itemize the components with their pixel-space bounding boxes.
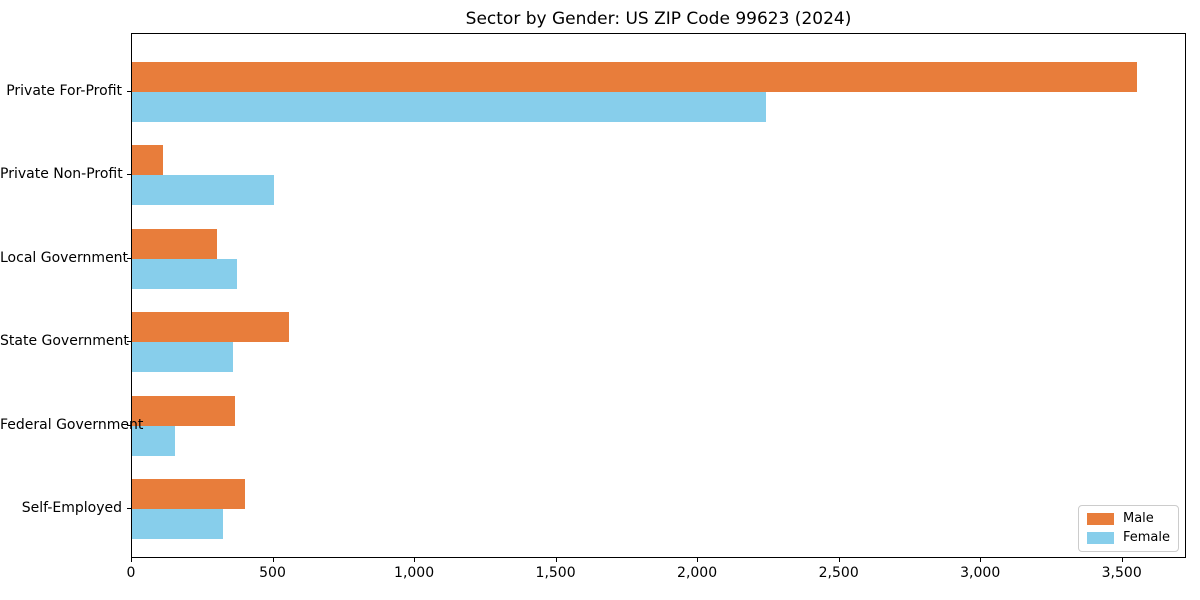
legend-label-male: Male <box>1122 511 1154 526</box>
plot-area <box>131 33 1186 558</box>
legend-item-male: Male <box>1086 511 1170 526</box>
legend-item-female: Female <box>1086 530 1170 545</box>
x-tick-label: 3,500 <box>1101 565 1142 581</box>
bar-female-1 <box>132 175 274 205</box>
x-tick-label: 1,500 <box>535 565 576 581</box>
y-tick-label: State Government <box>0 333 129 349</box>
x-tick-mark <box>980 558 982 562</box>
bar-female-0 <box>132 91 767 122</box>
bar-male-5 <box>132 479 246 509</box>
y-tick-mark <box>127 257 131 259</box>
x-tick-mark <box>555 558 557 562</box>
x-tick-mark <box>414 558 416 562</box>
bar-male-0 <box>132 61 1137 92</box>
chart-title: Sector by Gender: US ZIP Code 99623 (202… <box>465 9 852 29</box>
x-tick-mark <box>838 558 840 562</box>
y-tick-mark <box>127 341 131 342</box>
y-tick-label: Federal Government <box>0 416 144 433</box>
x-tick-label: 500 <box>259 565 286 581</box>
bar-male-2 <box>132 228 217 259</box>
y-tick-mark <box>127 424 131 426</box>
bar-female-3 <box>132 342 233 372</box>
x-tick-mark <box>272 558 274 562</box>
x-tick-label: 3,000 <box>960 565 1001 581</box>
y-tick-mark <box>127 174 131 175</box>
bar-female-5 <box>132 509 223 539</box>
x-tick-mark <box>131 558 132 562</box>
bar-male-4 <box>132 395 236 426</box>
x-tick-label: 1,000 <box>394 565 435 581</box>
x-tick-mark <box>1121 558 1123 562</box>
legend-label-female: Female <box>1122 530 1170 545</box>
y-tick-mark <box>127 90 131 92</box>
bar-male-3 <box>132 312 290 342</box>
y-tick-mark <box>127 508 131 509</box>
bar-female-2 <box>132 258 237 289</box>
legend-swatch-male-icon <box>1086 513 1114 525</box>
x-tick-label: 2,500 <box>818 565 859 581</box>
x-tick-label: 0 <box>126 565 136 581</box>
y-tick-label: Self-Employed <box>21 500 122 516</box>
y-tick-label: Local Government <box>0 249 129 266</box>
x-tick-label: 2,000 <box>677 565 718 581</box>
x-tick-mark <box>697 558 699 562</box>
legend-swatch-female-icon <box>1086 532 1114 544</box>
y-tick-label: Private For-Profit <box>6 82 122 99</box>
bar-female-4 <box>132 425 175 456</box>
bar-male-1 <box>132 145 164 175</box>
y-tick-label: Private Non-Profit <box>0 166 123 182</box>
legend: Male Female <box>1077 505 1179 552</box>
